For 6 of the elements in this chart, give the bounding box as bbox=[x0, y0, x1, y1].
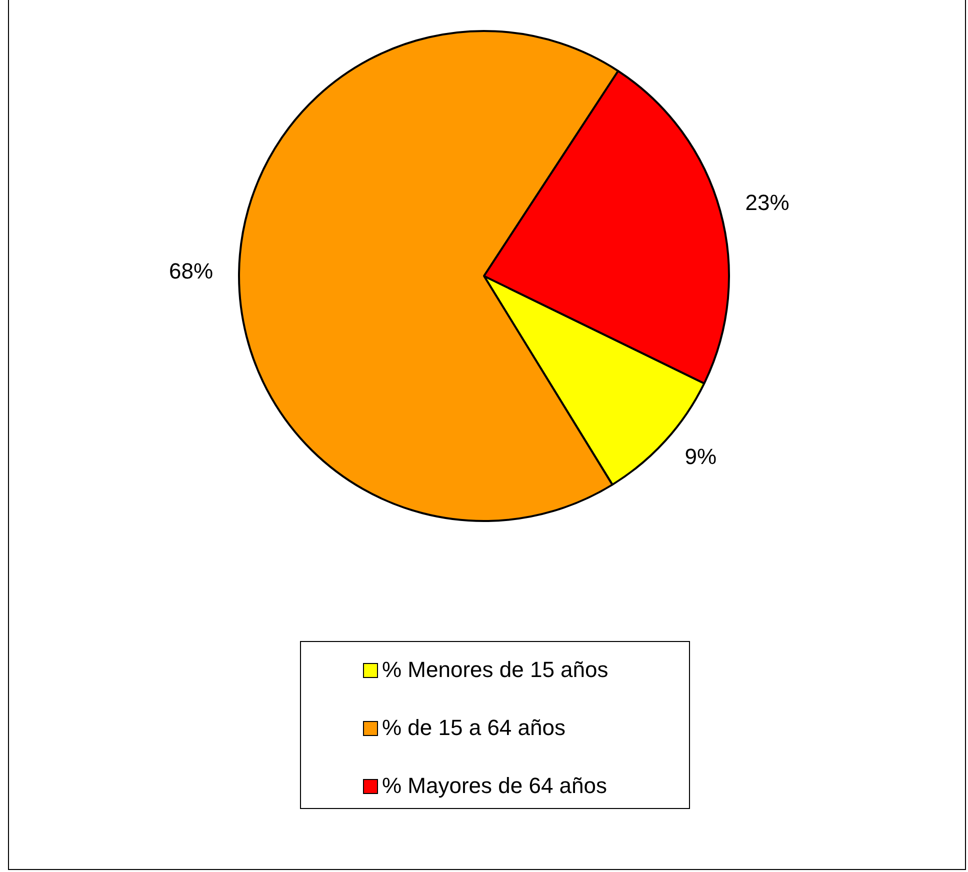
data-label: 9% bbox=[684, 444, 717, 470]
legend-label: % Mayores de 64 años bbox=[382, 773, 608, 799]
data-label: 23% bbox=[745, 190, 790, 216]
data-label: 68% bbox=[168, 258, 214, 284]
legend-label: % de 15 a 64 años bbox=[382, 715, 566, 741]
legend-label: % Menores de 15 años bbox=[382, 657, 608, 683]
